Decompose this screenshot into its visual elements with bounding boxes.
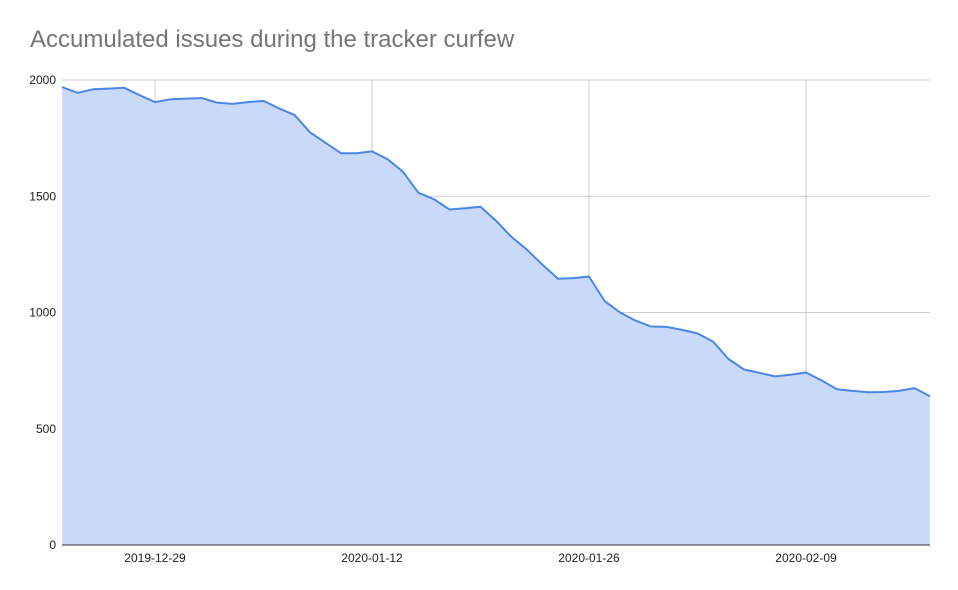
y-tick-label: 2000 — [29, 73, 56, 87]
y-tick-label: 0 — [49, 538, 56, 552]
series-line — [61, 86, 931, 398]
tick-labels: 0 500 1000 1500 2000 2019-12-29 2020-01-12 2020… — [29, 73, 837, 565]
x-tick-label: 2019-12-29 — [124, 551, 186, 565]
y-tick-label: 1500 — [29, 189, 56, 203]
chart-title: Accumulated issues during the tracker cu… — [30, 26, 515, 53]
series-area-fill — [62, 87, 930, 545]
y-tick-label: 1000 — [29, 306, 56, 320]
x-tick-label: 2020-01-26 — [558, 551, 620, 565]
series-area — [61, 86, 931, 545]
x-tick-label: 2020-02-09 — [775, 551, 837, 565]
y-tick-label: 500 — [36, 422, 56, 436]
x-tick-label: 2020-01-12 — [341, 551, 403, 565]
